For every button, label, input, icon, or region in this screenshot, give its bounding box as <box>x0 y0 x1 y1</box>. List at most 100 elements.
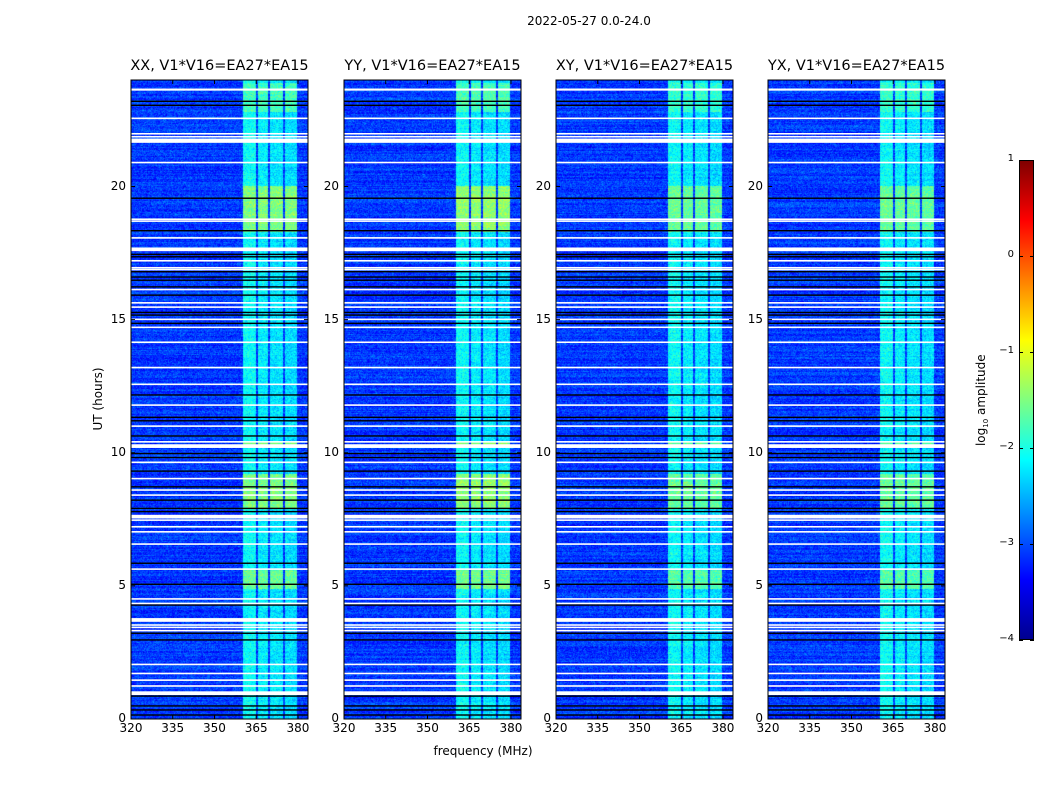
dark-row <box>344 486 521 488</box>
flagged-row <box>131 220 308 222</box>
dark-row <box>768 435 945 437</box>
flagged-row <box>131 138 308 143</box>
flagged-row <box>344 88 521 91</box>
y-tick-label: 15 <box>323 311 339 326</box>
dark-row <box>344 322 521 325</box>
dark-row <box>344 705 521 707</box>
waterfall-heatmap <box>556 80 733 719</box>
colorbar-tick <box>1019 352 1023 353</box>
flagged-row <box>344 302 521 304</box>
panel-title: YX, V1*V16=EA27*EA15 <box>767 58 946 74</box>
panel-overlay <box>130 79 309 720</box>
flagged-row <box>131 663 308 666</box>
flagged-row <box>131 568 308 570</box>
colorbar-tick-label: 0 <box>1007 249 1014 260</box>
flagged-row <box>131 624 308 626</box>
panel-overlay <box>555 79 734 720</box>
dark-row <box>131 256 308 258</box>
flagged-row <box>131 132 308 135</box>
dark-row <box>344 499 521 501</box>
colorbar <box>1019 160 1034 640</box>
colorbar-label-rest: amplitude <box>973 354 988 419</box>
flagged-row <box>768 306 945 308</box>
x-tick-label: 335 <box>161 721 185 735</box>
flagged-row <box>768 220 945 222</box>
flagged-row <box>768 494 945 496</box>
dark-row <box>131 499 308 501</box>
flagged-row <box>768 444 945 448</box>
flagged-row <box>131 672 308 675</box>
flagged-row <box>556 514 733 519</box>
dark-row <box>344 452 521 455</box>
flagged-row <box>131 425 308 427</box>
flagged-row <box>344 618 521 622</box>
y-tick-label: 20 <box>747 178 763 193</box>
flagged-row <box>556 117 733 120</box>
dark-row <box>768 253 945 256</box>
flagged-row <box>768 626 945 629</box>
dark-row <box>131 435 308 437</box>
dark-row <box>768 197 945 199</box>
flagged-row <box>768 266 945 269</box>
dark-row <box>344 639 521 641</box>
dark-row <box>344 632 521 634</box>
dark-row <box>131 452 308 455</box>
dark-row <box>556 562 733 564</box>
y-tick-label: 15 <box>747 311 763 326</box>
flagged-row <box>768 525 945 528</box>
flagged-row <box>131 602 308 605</box>
colorbar-tick <box>1019 256 1023 257</box>
flagged-row <box>131 135 308 138</box>
dark-row <box>131 311 308 314</box>
dark-row <box>131 420 308 422</box>
dark-row <box>768 562 945 564</box>
dark-row <box>344 714 521 716</box>
flagged-row <box>768 135 945 138</box>
flagged-row <box>556 220 733 222</box>
flagged-row <box>556 685 733 687</box>
flagged-row <box>344 306 521 308</box>
flagged-row <box>556 624 733 626</box>
y-axis-label: UT (hours) <box>91 367 105 431</box>
flagged-row <box>556 218 733 221</box>
plot-frame <box>767 79 946 720</box>
colorbar-tick-label: −4 <box>999 633 1014 644</box>
waterfall-heatmap <box>768 80 945 719</box>
dark-row <box>344 314 521 316</box>
flagged-row <box>344 132 521 135</box>
dark-row <box>556 639 733 641</box>
dark-row <box>768 583 945 585</box>
dark-row <box>556 604 733 606</box>
x-tick-label: 350 <box>840 721 863 735</box>
dark-row <box>131 104 308 106</box>
dark-row <box>344 253 521 256</box>
flagged-row <box>556 477 733 480</box>
dark-row <box>556 435 733 437</box>
flagged-row <box>131 531 308 533</box>
dark-row <box>768 695 945 697</box>
dark-row <box>556 507 733 510</box>
flagged-row <box>768 259 945 262</box>
x-tick-label: 335 <box>798 721 822 735</box>
y-tick-label: 0 <box>118 711 126 725</box>
dark-row <box>768 104 945 106</box>
x-tick-label: 350 <box>628 721 651 735</box>
y-tick-label: 10 <box>747 444 763 459</box>
flagged-row <box>768 691 945 696</box>
x-tick-label: 335 <box>374 721 398 735</box>
flagged-row <box>768 161 945 164</box>
dark-row <box>344 100 521 102</box>
flagged-row <box>131 626 308 629</box>
colorbar-tick <box>1019 448 1023 449</box>
dark-row <box>768 416 945 419</box>
flagged-row <box>556 461 733 464</box>
flagged-row <box>556 444 733 448</box>
dark-row <box>556 709 733 711</box>
dark-row <box>131 632 308 634</box>
dark-row <box>131 695 308 697</box>
flagged-row <box>768 326 945 329</box>
flagged-row <box>556 266 733 269</box>
flagged-row <box>131 543 308 545</box>
dark-row <box>131 639 308 641</box>
flagged-row <box>344 624 521 626</box>
